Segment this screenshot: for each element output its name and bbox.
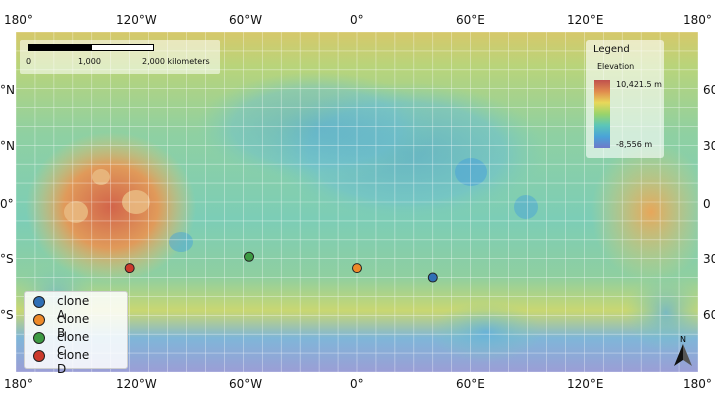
lat-label-left: °S	[0, 308, 14, 322]
lon-label-top: 60°E	[456, 13, 485, 27]
clone-a-swatch	[33, 296, 45, 308]
graticule-grid	[16, 32, 698, 372]
lat-label-left: 0°	[0, 197, 14, 211]
clone-b-swatch	[33, 314, 45, 326]
volcano	[92, 169, 110, 185]
lat-label-right: 0	[703, 197, 711, 211]
map-canvas	[16, 32, 698, 372]
north-arrow-icon	[674, 344, 683, 366]
lon-label-top: 120°W	[116, 13, 157, 27]
legend-item-label: clone B	[57, 312, 90, 340]
lon-label-bottom: 120°W	[116, 377, 157, 391]
lon-label-top: 180°	[4, 13, 33, 27]
clone-legend: clone A clone B clone C clone D	[24, 291, 128, 376]
crater	[169, 232, 193, 252]
scale-bar-segment	[28, 44, 92, 51]
legend-title: Legend	[593, 44, 630, 55]
legend-max-value: 10,421.5 m	[616, 80, 662, 89]
legend-item-label: clone C	[57, 330, 90, 358]
clone-d-swatch	[33, 350, 45, 362]
clone-marker-a[interactable]	[427, 272, 438, 283]
lat-label-right: 60	[703, 83, 715, 97]
clone-marker-d[interactable]	[124, 263, 135, 274]
lat-label-left: °N	[0, 139, 15, 153]
scale-bar: 0 1,000 2,000 kilometers	[20, 40, 220, 74]
scale-bar-label: 0	[26, 57, 32, 66]
lon-label-bottom: 120°E	[567, 377, 604, 391]
volcano	[64, 201, 88, 223]
elevation-color-ramp	[594, 80, 610, 148]
clone-marker-c[interactable]	[244, 251, 255, 262]
lat-label-right: 30	[703, 252, 715, 266]
scale-bar-segment	[91, 44, 154, 51]
elevation-map[interactable]	[16, 32, 698, 372]
legend-item-label: clone A	[57, 294, 90, 322]
lat-label-right: 30	[703, 139, 715, 153]
lon-label-top: 180°	[683, 13, 712, 27]
scale-bar-label: 2,000 kilometers	[142, 57, 210, 66]
legend-min-value: -8,556 m	[616, 140, 653, 149]
lon-label-bottom: 180°	[683, 377, 712, 391]
crater	[514, 195, 538, 219]
legend-item-label: clone D	[57, 348, 90, 376]
crater	[455, 158, 487, 186]
lon-label-bottom: 180°	[4, 377, 33, 391]
lat-label-right: 60	[703, 308, 715, 322]
impact-basin	[626, 272, 698, 352]
scale-bar-label: 1,000	[78, 57, 101, 66]
lat-label-left: °S	[0, 252, 14, 266]
clone-marker-b[interactable]	[352, 263, 362, 274]
lon-label-bottom: 0°	[350, 377, 364, 391]
north-arrow: N	[672, 334, 694, 368]
clone-c-swatch	[33, 332, 45, 344]
lon-label-top: 60°W	[229, 13, 263, 27]
impact-basin	[431, 302, 541, 362]
north-arrow-icon	[683, 344, 692, 366]
elevation-legend: Legend Elevation 10,421.5 m -8,556 m	[586, 40, 664, 158]
legend-subtitle: Elevation	[597, 62, 635, 71]
lon-label-bottom: 60°W	[229, 377, 263, 391]
north-arrow-label: N	[680, 335, 686, 344]
lon-label-top: 120°E	[567, 13, 604, 27]
highland-region	[591, 142, 698, 282]
lon-label-top: 0°	[350, 13, 364, 27]
lat-label-left: °N	[0, 83, 15, 97]
lon-label-bottom: 60°E	[456, 377, 485, 391]
